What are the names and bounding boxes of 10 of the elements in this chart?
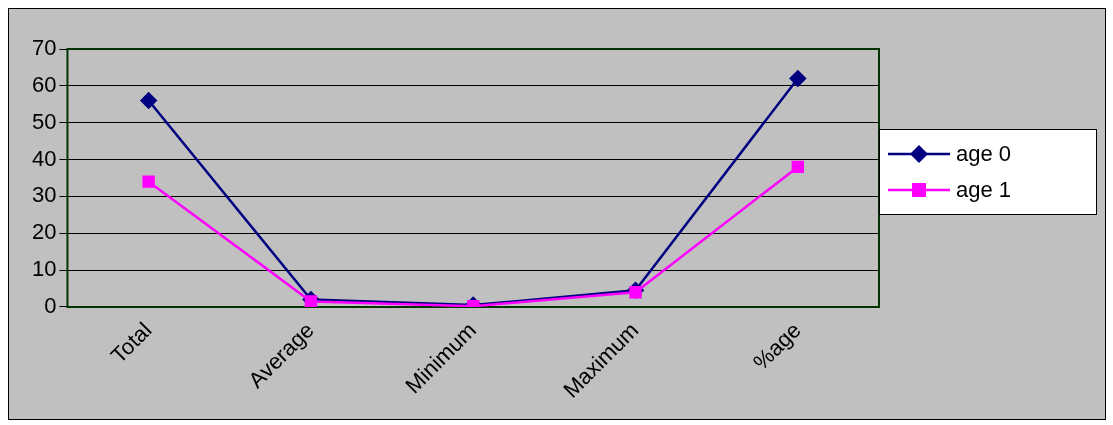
y-tick-label: 0 [44,292,57,318]
y-tick-label: 60 [31,71,57,97]
y-tick-label: 40 [31,145,57,171]
y-tick-label: 20 [31,219,57,245]
y-tick-label: 10 [31,256,57,282]
legend-label: age 1 [956,177,1012,203]
y-tick-label: 50 [31,108,57,134]
y-tick-label: 70 [31,35,57,61]
legend-label: age 0 [956,141,1012,167]
y-tick-label: 30 [31,182,57,208]
